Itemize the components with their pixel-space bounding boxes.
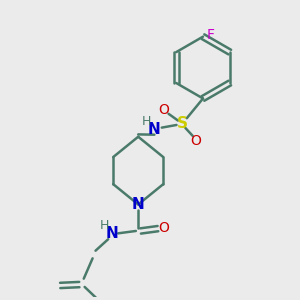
Text: O: O [190,134,201,148]
Text: N: N [132,197,145,212]
Text: H: H [100,219,109,232]
Text: S: S [177,116,188,131]
Text: F: F [206,28,214,42]
Text: O: O [158,221,169,235]
Text: O: O [158,103,169,117]
Text: N: N [148,122,161,137]
Text: N: N [105,226,118,242]
Text: H: H [142,115,151,128]
